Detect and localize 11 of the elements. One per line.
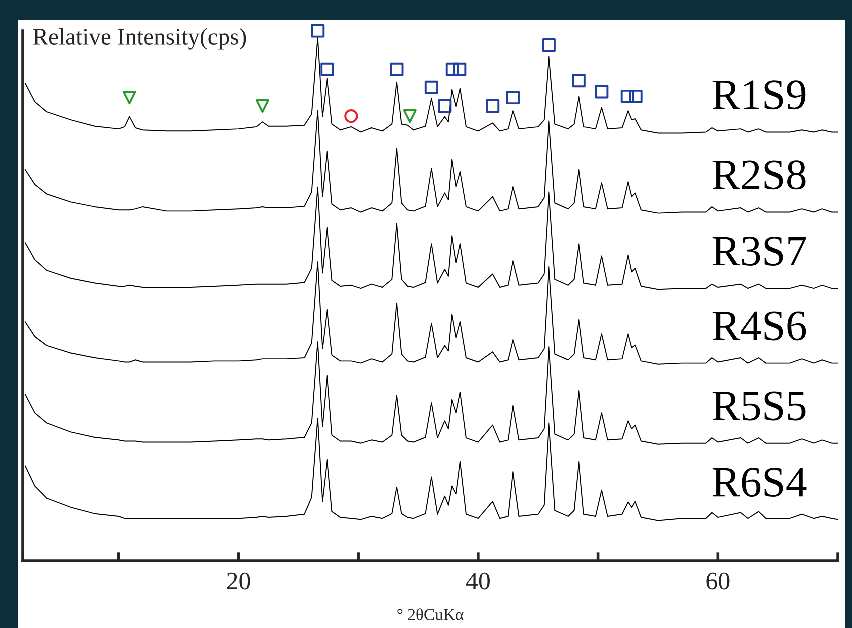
x-axis-title: ° 2θCuKα [398, 608, 464, 620]
x-tick-label: 40 [466, 572, 490, 590]
y-axis-title: Relative Intensity(cps) [33, 28, 246, 50]
series-label: R5S5 [712, 392, 806, 421]
x-tick-label: 20 [227, 572, 250, 590]
series-label: R4S6 [712, 312, 806, 341]
series-label: R2S8 [712, 160, 806, 190]
series-label: R1S9 [712, 80, 806, 110]
series-label: R6S4 [712, 468, 807, 498]
series-label: R3S7 [712, 237, 806, 266]
x-tick-label: 60 [706, 572, 730, 590]
